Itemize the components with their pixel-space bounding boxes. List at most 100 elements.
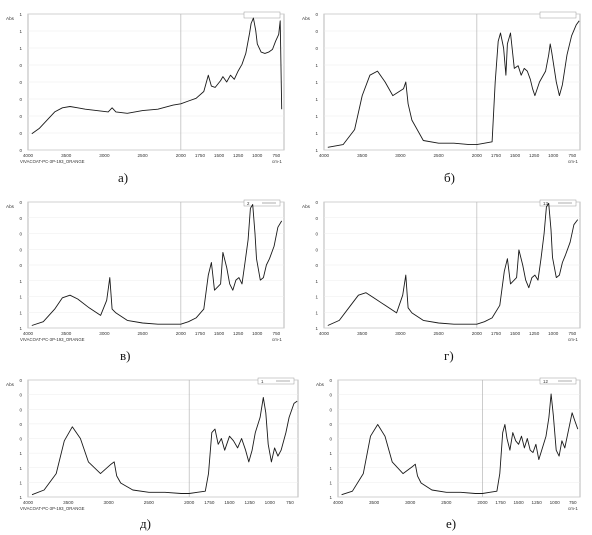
x-tick-label: 3000 (99, 153, 110, 158)
y-tick-label: 0 (19, 247, 22, 252)
x-tick-label: 1250 (529, 153, 540, 158)
y-tick-label: 1 (329, 451, 332, 456)
x-tick-label: 3500 (61, 331, 72, 336)
x-unit-label: cm-1 (272, 159, 282, 164)
x-unit-label: cm-1 (272, 337, 282, 342)
x-tick-label: 750 (286, 500, 294, 505)
x-tick-label: 750 (569, 331, 577, 336)
x-tick-label: 1000 (550, 500, 561, 505)
y-tick-label: 0 (315, 216, 318, 221)
x-tick-label: 3500 (357, 331, 368, 336)
y-tick-label: 0 (19, 63, 22, 68)
legend-box (243, 11, 281, 19)
y-tick-label: 0 (19, 114, 22, 119)
spectrum-line (31, 397, 298, 496)
y-tick-label: 0 (19, 263, 22, 268)
y-tick-label: 1 (19, 326, 22, 331)
y-tick-label: 0 (19, 407, 22, 412)
panel-label-f: е) (446, 516, 457, 531)
x-tick-label: 1500 (513, 500, 524, 505)
y-axis-label: Abs (302, 204, 311, 209)
x-tick-label: 1000 (548, 153, 559, 158)
spectrum-panel-f: 1 1 1 1 0 0 0 0 0 4000 3500 3000 2500 2000 1750 1500 125… (310, 366, 592, 535)
x-tick-label: 2500 (138, 153, 149, 158)
y-tick-label: 1 (19, 29, 22, 34)
y-tick-label: 1 (19, 495, 22, 500)
legend-entry: 2 (247, 201, 250, 206)
y-tick-label: 1 (315, 63, 318, 68)
x-tick-label: 1750 (495, 500, 506, 505)
y-tick-label: 1 (315, 279, 318, 284)
y-tick-label: 0 (329, 378, 332, 383)
x-tick-label: 2500 (434, 331, 445, 336)
y-tick-label: 0 (19, 97, 22, 102)
legend-box (539, 11, 577, 19)
x-tick-label: 750 (273, 153, 281, 158)
y-axis-label: Abs (6, 16, 15, 21)
x-tick-label: 3000 (99, 331, 110, 336)
y-axis-label: Abs (302, 16, 311, 21)
spectrum-chart-a: 0 0 0 0 0 0 1 1 1 4000 3500 3000 2500 2000 1750 1500 125… (6, 11, 285, 164)
y-axis-label: Abs (316, 382, 325, 387)
x-tick-label: 3500 (369, 500, 380, 505)
x-tick-label: 1250 (233, 153, 244, 158)
x-tick-label: 1000 (548, 331, 559, 336)
x-tick-label: 1250 (529, 331, 540, 336)
x-tick-label: 3500 (63, 500, 74, 505)
spectrum-line (31, 204, 283, 326)
x-tick-label: 4000 (23, 153, 34, 158)
x-tick-label: 1500 (224, 500, 235, 505)
x-tick-label: 1500 (214, 153, 225, 158)
x-tick-label: 2500 (434, 153, 445, 158)
y-tick-label: 1 (19, 295, 22, 300)
y-tick-label: 1 (315, 295, 318, 300)
sample-file-label: VIVACOAT-PC-3P-193_ORANGE (20, 159, 85, 164)
legend-entry: 1 (261, 379, 264, 384)
spectrum-line (31, 17, 283, 135)
x-tick-label: 2000 (472, 331, 483, 336)
y-tick-label: 1 (19, 12, 22, 17)
y-tick-label: 0 (329, 437, 332, 442)
y-tick-label: 0 (19, 232, 22, 237)
x-tick-label: 1000 (252, 153, 263, 158)
x-tick-label: 4000 (23, 500, 34, 505)
y-tick-label: 1 (315, 80, 318, 85)
panel-label-b: б) (444, 170, 455, 185)
y-tick-label: 1 (315, 310, 318, 315)
panel-label-c: в) (120, 348, 131, 363)
x-tick-label: 1750 (491, 153, 502, 158)
x-unit-label: cm-1 (568, 506, 578, 511)
y-tick-label: 0 (329, 407, 332, 412)
y-tick-label: 0 (19, 80, 22, 85)
sample-file-label: VIVACOAT-PC-3P-193_ORANGE (20, 337, 85, 342)
y-tick-label: 1 (329, 466, 332, 471)
legend-entry: 13 (543, 201, 548, 206)
x-tick-label: 1500 (214, 331, 225, 336)
x-unit-label: cm-1 (568, 337, 578, 342)
x-tick-label: 1250 (532, 500, 543, 505)
x-tick-label: 2500 (144, 500, 155, 505)
panel-label-d: г) (444, 348, 454, 363)
y-tick-label: 0 (19, 437, 22, 442)
x-tick-label: 3000 (395, 331, 406, 336)
x-tick-label: 1250 (245, 500, 256, 505)
spectrum-panel-a: 0 0 0 0 0 0 1 1 1 4000 3500 3000 2500 2000 1750 1500 125… (0, 0, 296, 188)
legend-entry: 12 (543, 379, 548, 384)
x-tick-label: 750 (273, 331, 281, 336)
y-axis-label: Abs (6, 204, 15, 209)
y-tick-label: 0 (315, 247, 318, 252)
x-tick-label: 2000 (176, 331, 187, 336)
sample-file-label: VIVACOAT-PC-3P-193_ORANGE (20, 506, 85, 511)
y-axis-label: Abs (6, 382, 15, 387)
spectrum-panel-e: 1 1 1 1 0 0 0 0 0 4000 3500 3000 2500 2000 1750 1500 125… (0, 366, 310, 535)
y-tick-label: 1 (329, 480, 332, 485)
y-tick-label: 0 (19, 378, 22, 383)
x-tick-label: 3500 (61, 153, 72, 158)
y-tick-label: 1 (19, 279, 22, 284)
y-tick-label: 1 (19, 480, 22, 485)
x-tick-label: 4000 (23, 331, 34, 336)
y-tick-label: 0 (19, 216, 22, 221)
